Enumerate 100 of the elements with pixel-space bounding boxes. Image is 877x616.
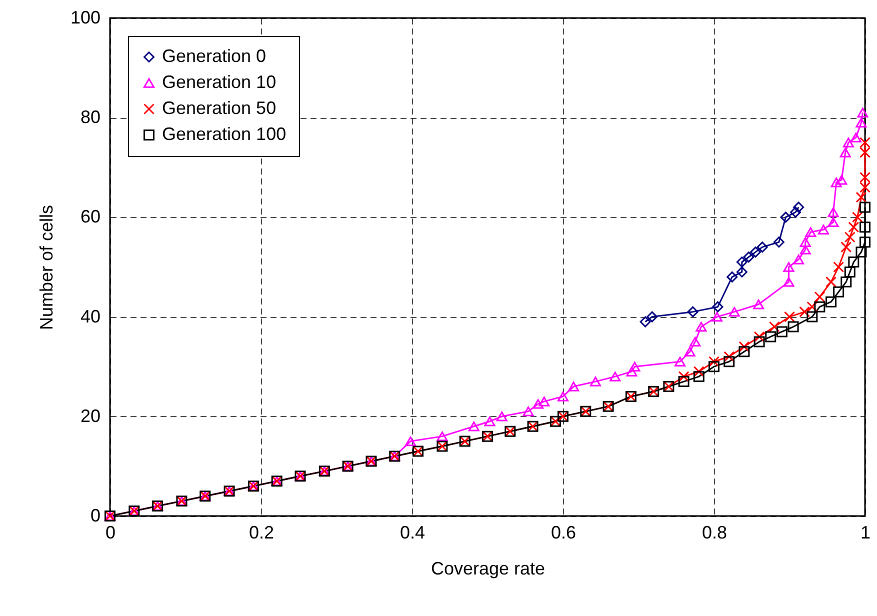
point (828, 217, 839, 228)
legend-label: Generation 0 (162, 46, 266, 66)
point (712, 301, 724, 312)
point (646, 311, 658, 322)
point (840, 242, 852, 253)
point (724, 356, 735, 368)
point (750, 246, 762, 258)
point (768, 321, 780, 332)
point (776, 326, 788, 338)
point (558, 392, 568, 402)
point (799, 306, 810, 318)
point (857, 108, 868, 118)
point (629, 362, 640, 372)
x-axis-title: Coverage rate (430, 558, 546, 578)
point (693, 366, 704, 378)
point (783, 262, 794, 272)
point (860, 146, 870, 158)
point (860, 222, 870, 233)
point (678, 376, 690, 388)
legend-label: Generation 100 (162, 124, 286, 144)
y-tick-label: 0 (90, 506, 100, 526)
point (687, 306, 698, 318)
point (856, 246, 867, 258)
point (743, 252, 754, 263)
point (852, 212, 863, 223)
point (773, 236, 784, 248)
point (860, 182, 870, 193)
x-tick-label: 0.4 (400, 522, 426, 542)
legend-label: Generation 50 (162, 98, 276, 118)
point (860, 236, 870, 248)
y-tick-label: 80 (80, 107, 100, 128)
x-tick-label: 1 (860, 522, 871, 542)
point (726, 271, 738, 282)
point (860, 202, 870, 213)
point (805, 227, 816, 237)
point (840, 148, 851, 158)
legend-label: Generation 10 (162, 72, 276, 92)
point (765, 331, 776, 342)
point (848, 256, 860, 268)
point (856, 192, 867, 203)
point (496, 412, 508, 422)
point (756, 242, 768, 253)
point (833, 262, 844, 272)
point (532, 399, 544, 409)
x-tick-label: 0.6 (550, 522, 576, 542)
y-axis-title: Number of cells (36, 204, 56, 330)
point (842, 138, 854, 148)
point (800, 244, 811, 254)
point (696, 322, 707, 332)
point (826, 276, 837, 288)
point (712, 312, 723, 322)
point (753, 299, 764, 310)
x-tick-label: 0.8 (702, 522, 728, 542)
point (848, 222, 860, 233)
point (844, 232, 856, 243)
x-tick-label: 0 (105, 522, 116, 542)
point (436, 431, 448, 442)
point (626, 366, 638, 376)
point (836, 174, 848, 185)
point (610, 372, 621, 382)
point (522, 406, 534, 416)
point (780, 212, 792, 223)
point (800, 237, 811, 247)
point (724, 351, 735, 362)
point (784, 311, 795, 322)
point (736, 256, 748, 268)
point (833, 286, 844, 298)
y-tick-label: 40 (80, 306, 100, 326)
point (830, 177, 842, 188)
y-tick-label: 60 (80, 206, 100, 227)
point (484, 416, 496, 426)
point (860, 172, 870, 183)
point (708, 356, 720, 368)
point (806, 311, 818, 322)
point (793, 254, 804, 264)
point (790, 206, 802, 218)
point (788, 321, 799, 332)
point (538, 396, 550, 406)
point (828, 207, 839, 218)
y-tick-label: 100 (70, 8, 100, 28)
point (568, 382, 580, 392)
point (738, 346, 750, 358)
point (826, 296, 837, 308)
point (754, 331, 765, 342)
point (674, 356, 686, 366)
point (856, 118, 867, 128)
point (678, 371, 690, 382)
point (468, 422, 480, 432)
point (793, 202, 804, 213)
point (684, 346, 696, 357)
point (708, 361, 720, 372)
point (404, 436, 416, 446)
point (640, 316, 651, 328)
point (860, 137, 870, 148)
point (814, 301, 826, 312)
point (738, 341, 750, 352)
point (783, 277, 794, 287)
point (736, 266, 748, 278)
point (690, 336, 701, 347)
point (814, 291, 826, 302)
